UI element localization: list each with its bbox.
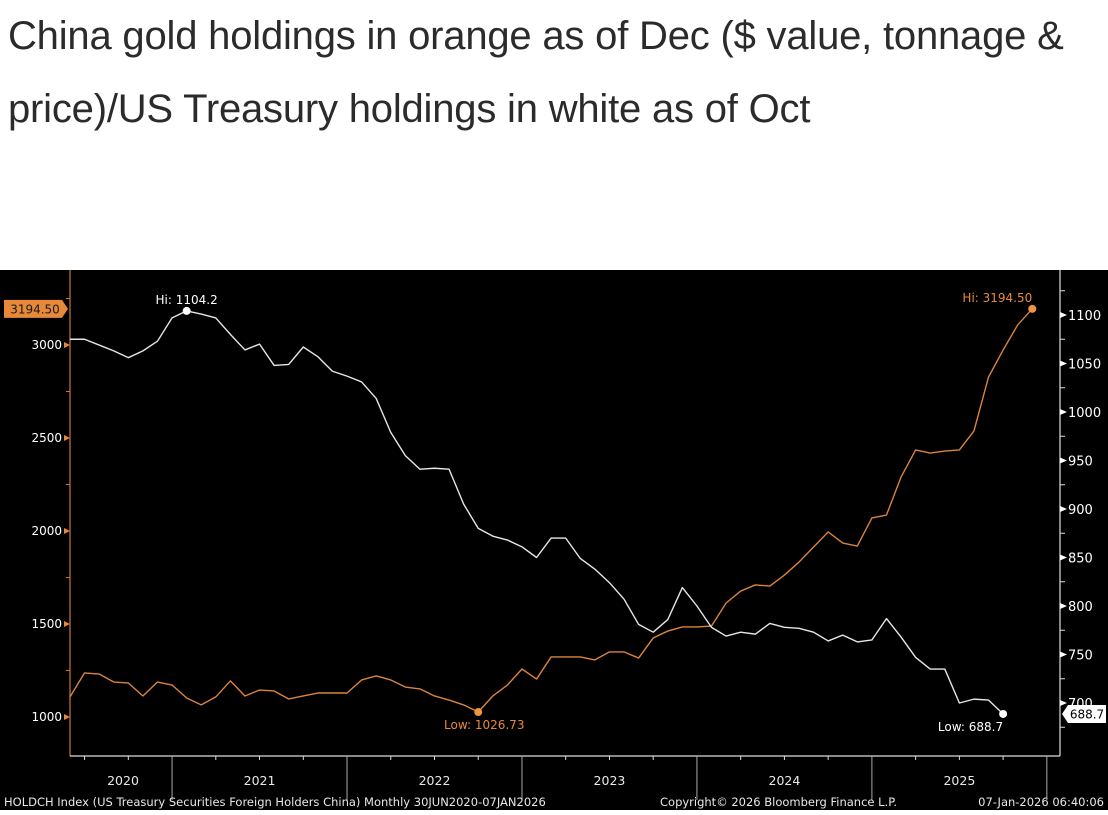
chart-annotations: Hi: 3194.50 Low: 1026.73 Hi: 1104.2 Low: 68… bbox=[4, 291, 1106, 734]
treasury-holdings-line bbox=[70, 311, 1003, 714]
right-axis-tick bbox=[1060, 361, 1067, 367]
right-axis-tick bbox=[1060, 409, 1067, 415]
right-axis-tick-label: 750 bbox=[1068, 649, 1093, 664]
treasury-last-value-text: 688.7 bbox=[1070, 707, 1104, 721]
left-axis-tick-label: 2500 bbox=[31, 431, 62, 445]
left-axis-tick-label: 2000 bbox=[31, 524, 62, 538]
x-axis-year-label: 2022 bbox=[419, 773, 451, 788]
hi-label: Hi: 3194.50 bbox=[962, 291, 1032, 305]
hi-marker bbox=[1028, 305, 1036, 313]
left-axis-tick bbox=[64, 714, 70, 720]
left-axis-tick bbox=[64, 342, 70, 348]
right-axis-tick-label: 1000 bbox=[1068, 406, 1101, 421]
left-axis-tick bbox=[64, 528, 70, 534]
x-axis-year-label: 2020 bbox=[107, 773, 139, 788]
x-axis-year-label: 2023 bbox=[594, 773, 626, 788]
hi-marker bbox=[183, 307, 191, 315]
x-axis-year-label: 2025 bbox=[943, 773, 975, 788]
right-axis-tick-label: 800 bbox=[1068, 600, 1093, 615]
left-axis-tick-label: 1000 bbox=[31, 710, 62, 724]
x-axis-year-label: 2024 bbox=[769, 773, 801, 788]
right-axis-tick bbox=[1060, 603, 1067, 609]
footer-source: HOLDCH Index (US Treasury Securities For… bbox=[4, 795, 546, 809]
right-axis-tick-label: 950 bbox=[1068, 455, 1093, 470]
chart-svg: 1000150020002500300070075080085090095010… bbox=[0, 270, 1108, 810]
gold-last-value-text: 3194.50 bbox=[10, 302, 60, 316]
left-axis-tick-label: 1500 bbox=[31, 617, 62, 631]
footer-copyright: Copyright© 2026 Bloomberg Finance L.P. bbox=[660, 795, 897, 809]
left-axis-tick bbox=[64, 621, 70, 627]
right-axis-tick-label: 1100 bbox=[1068, 309, 1101, 324]
low-marker bbox=[474, 708, 482, 716]
left-axis-tick-label: 3000 bbox=[31, 338, 62, 352]
gold-holdings-line bbox=[70, 309, 1032, 712]
right-axis-tick-label: 850 bbox=[1068, 552, 1093, 567]
article-headline: China gold holdings in orange as of Dec … bbox=[8, 0, 1098, 146]
right-axis-tick-label: 1050 bbox=[1068, 358, 1101, 373]
low-label: Low: 1026.73 bbox=[444, 718, 524, 732]
x-axis-year-label: 2021 bbox=[244, 773, 276, 788]
right-axis-tick bbox=[1060, 652, 1067, 658]
right-axis-tick bbox=[1060, 458, 1067, 464]
hi-label: Hi: 1104.2 bbox=[156, 293, 218, 307]
right-axis-tick bbox=[1060, 312, 1067, 318]
footer-timestamp: 07-Jan-2026 06:40:06 bbox=[978, 795, 1104, 809]
low-marker bbox=[999, 710, 1007, 718]
left-axis-tick bbox=[64, 435, 70, 441]
right-axis-tick bbox=[1060, 700, 1067, 706]
right-axis-tick-label: 900 bbox=[1068, 503, 1093, 518]
right-axis-tick bbox=[1060, 506, 1067, 512]
right-axis-tick bbox=[1060, 555, 1067, 561]
series-lines bbox=[70, 309, 1032, 714]
low-label: Low: 688.7 bbox=[938, 720, 1003, 734]
